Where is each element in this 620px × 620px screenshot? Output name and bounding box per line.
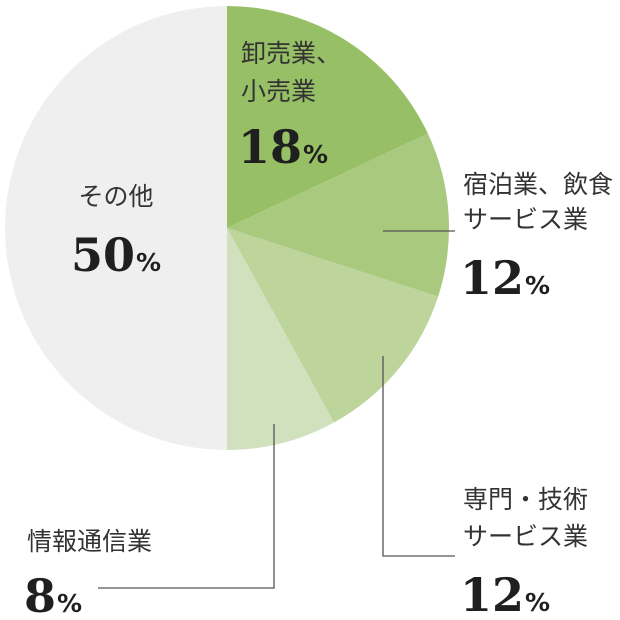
slice-labels: 卸売業、小売業18%宿泊業、飲食サービス業12%専門・技術サービス業12%情報通… — [24, 39, 613, 620]
slice-label-wholesale-retail-line-2: 小売業 — [241, 77, 316, 106]
slice-value-accommodation-food: 12% — [460, 251, 550, 305]
slice-value-other: 50% — [71, 228, 161, 282]
leader-lines — [98, 230, 455, 589]
leader-line-professional-technical — [382, 356, 455, 557]
slice-label-accommodation-food-line-1: 宿泊業、飲食 — [463, 170, 613, 199]
slice-label-other: その他 — [78, 182, 153, 211]
slice-label-wholesale-retail-line-1: 卸売業、 — [241, 39, 341, 68]
pie-slice-accommodation-food — [227, 133, 449, 297]
slice-label-professional-technical-line-2: サービス業 — [463, 522, 588, 551]
slice-value-information-communication: 8% — [24, 569, 82, 620]
pie-slice-information-communication — [227, 228, 334, 450]
slice-label-professional-technical-line-1: 専門・技術 — [463, 485, 588, 514]
slice-label-accommodation-food-line-2: サービス業 — [463, 205, 588, 234]
pie-slice-wholesale-retail — [227, 6, 428, 228]
slice-value-wholesale-retail: 18% — [238, 120, 328, 174]
slice-value-professional-technical: 12% — [460, 568, 550, 620]
slice-label-information-communication: 情報通信業 — [27, 527, 152, 556]
leader-line-information-communication — [98, 424, 275, 589]
pie-slice-professional-technical — [227, 228, 439, 423]
pie-slices — [5, 6, 449, 450]
pie-slice-other — [5, 6, 227, 450]
